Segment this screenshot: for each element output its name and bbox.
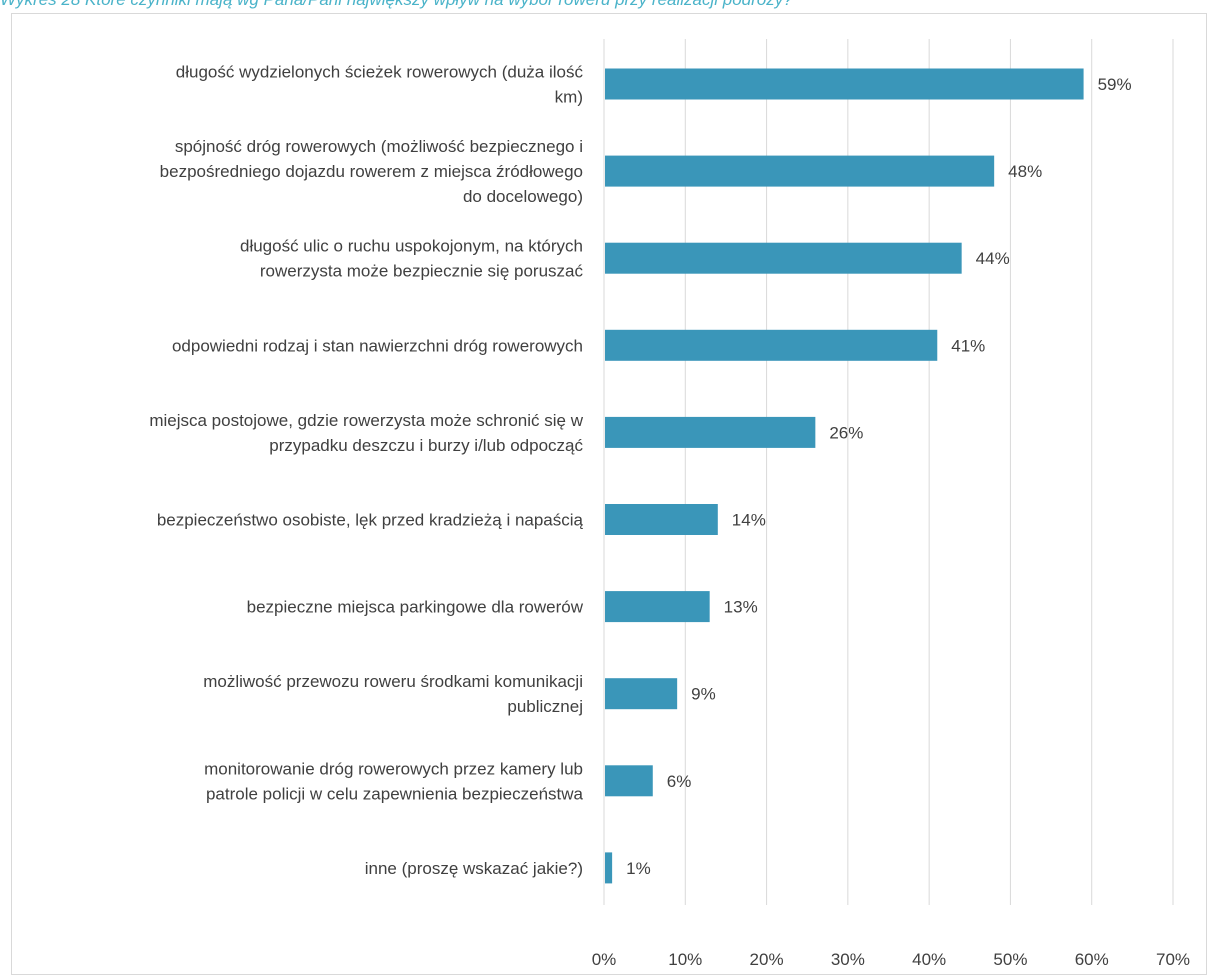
data-label-9: 1% [626,859,651,878]
data-label-8: 6% [667,772,692,791]
bar-8 [605,765,653,797]
category-label-4: miejsca postojowe, gdzie rowerzysta może… [149,411,583,455]
bar-1 [605,155,995,187]
category-label-line: miejsca postojowe, gdzie rowerzysta może… [149,411,583,430]
data-label-3: 41% [951,336,985,355]
x-tick-label-2: 20% [750,950,784,969]
x-tick-label-5: 50% [993,950,1027,969]
bar-0 [605,68,1084,100]
category-label-line: patrole policji w celu zapewnienia bezpi… [206,784,584,803]
x-tick-label-4: 40% [912,950,946,969]
category-label-5: bezpieczeństwo osobiste, lęk przed kradz… [157,511,584,530]
category-label-line: możliwość przewozu roweru środkami komun… [203,672,583,691]
category-label-line: do docelowego) [463,187,583,206]
category-label-9: inne (proszę wskazać jakie?) [365,859,583,878]
data-label-4: 26% [829,423,863,442]
data-label-0: 59% [1098,75,1132,94]
category-label-line: długość wydzielonych ścieżek rowerowych … [176,63,584,82]
bar-7 [605,678,678,710]
bar-2 [605,242,962,274]
category-label-line: przypadku deszczu i burzy i/lub odpocząć [269,436,583,455]
category-label-6: bezpieczne miejsca parkingowe dla roweró… [247,598,584,617]
data-label-5: 14% [732,511,766,530]
bar-5 [605,504,718,535]
category-label-line: bezpieczne miejsca parkingowe dla roweró… [247,598,584,617]
category-label-line: długość ulic o ruchu uspokojonym, na któ… [240,237,583,256]
x-tick-label-1: 10% [668,950,702,969]
bar-6 [605,591,710,623]
data-label-7: 9% [691,685,716,704]
category-label-7: możliwość przewozu roweru środkami komun… [203,672,583,716]
category-label-line: odpowiedni rodzaj i stan nawierzchni dró… [172,336,583,355]
chart-frame [11,13,1207,975]
bar-3 [605,329,938,361]
category-label-8: monitorowanie dróg rowerowych przez kame… [204,759,583,803]
category-label-line: monitorowanie dróg rowerowych przez kame… [204,759,583,778]
category-label-line: bezpieczeństwo osobiste, lęk przed kradz… [157,511,584,530]
category-label-line: km) [555,88,583,107]
data-label-2: 44% [976,249,1010,268]
category-label-1: spójność dróg rowerowych (możliwość bezp… [160,137,583,206]
bar-9 [605,852,613,884]
x-tick-label-7: 70% [1156,950,1190,969]
x-tick-label-6: 60% [1075,950,1109,969]
category-label-3: odpowiedni rodzaj i stan nawierzchni dró… [172,336,583,355]
x-tick-label-0: 0% [592,950,617,969]
category-label-2: długość ulic o ruchu uspokojonym, na któ… [240,237,584,281]
category-label-line: bezpośredniego dojazdu rowerem z miejsca… [160,162,583,181]
category-label-0: długość wydzielonych ścieżek rowerowych … [176,63,584,107]
category-label-line: spójność dróg rowerowych (możliwość bezp… [175,137,583,156]
category-label-line: inne (proszę wskazać jakie?) [365,859,583,878]
data-label-6: 13% [724,598,758,617]
category-label-line: publicznej [507,697,583,716]
bar-4 [605,416,816,448]
category-label-line: rowerzysta może bezpiecznie się poruszać [260,262,584,281]
data-label-1: 48% [1008,162,1042,181]
x-tick-label-3: 30% [831,950,865,969]
chart-title: Wykres 28 Które czynniki mają wg Pana/Pa… [0,0,1209,10]
